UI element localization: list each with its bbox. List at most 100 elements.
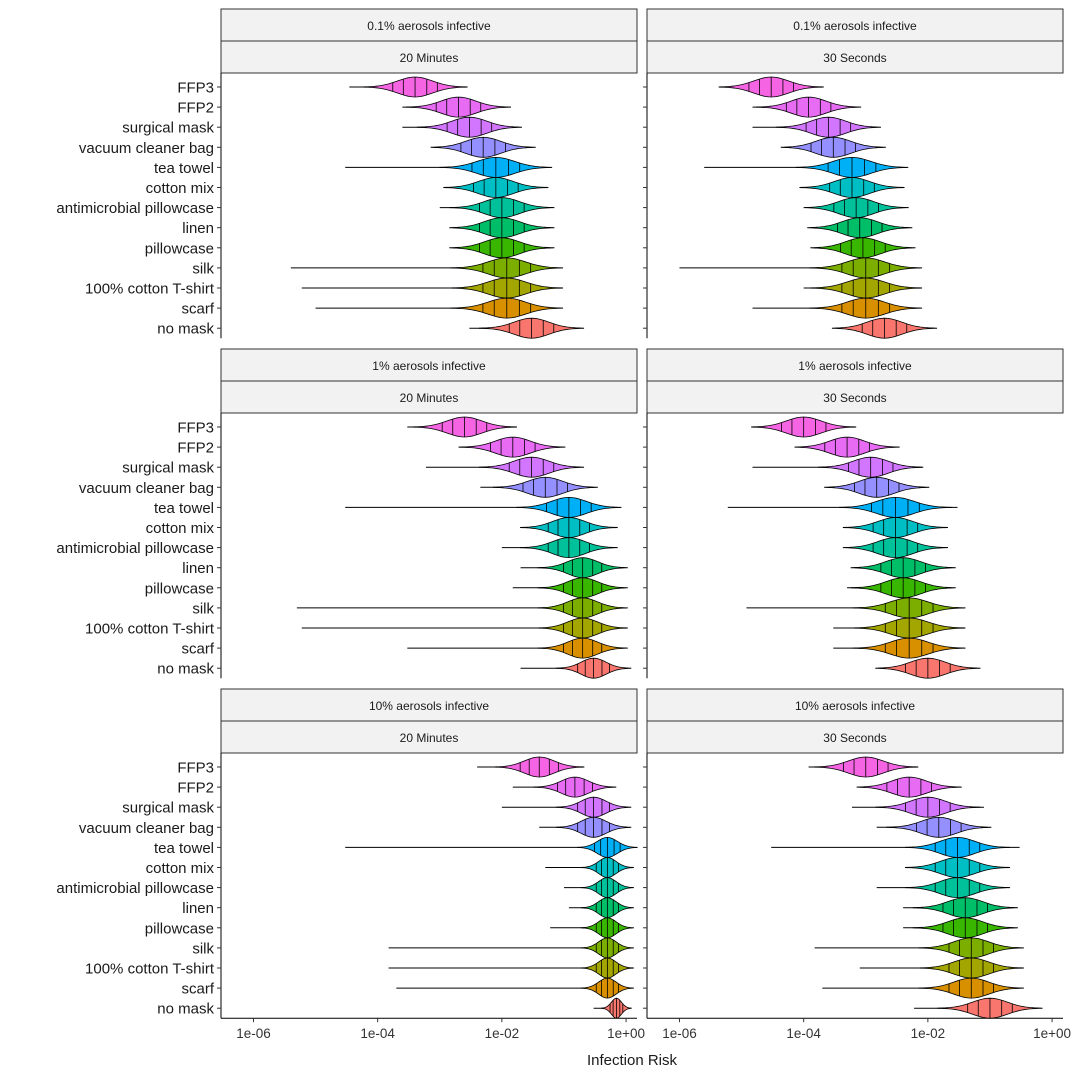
violin-surgical-mask xyxy=(752,456,924,478)
category-label-100-cotton-t-shirt: 100% cotton T-shirt xyxy=(85,281,215,298)
facet-panel: 1% aerosols infective 30 Seconds xyxy=(643,348,1064,679)
category-label-pillowcase: pillowcase xyxy=(145,920,214,937)
violin-cotton-mix xyxy=(545,857,634,878)
strip-duration-label: 30 Seconds xyxy=(823,391,886,405)
strip-duration-label: 20 Minutes xyxy=(400,731,459,745)
strip-aerosol-label: 10% aerosols infective xyxy=(369,699,489,713)
category-label-100-cotton-t-shirt: 100% cotton T-shirt xyxy=(85,621,215,638)
violin-no-mask xyxy=(914,997,1043,1019)
x-tick-label: 1e-06 xyxy=(662,1026,697,1041)
violin-100-cotton-t-shirt xyxy=(833,617,966,639)
category-label-silk: silk xyxy=(192,600,214,617)
violin-no-mask xyxy=(469,317,585,339)
x-tick-label: 1e+00 xyxy=(607,1026,645,1041)
violin-linen xyxy=(520,557,628,579)
category-label-no-mask: no mask xyxy=(157,661,214,678)
violin-linen xyxy=(903,897,1018,919)
violin-linen xyxy=(807,217,913,239)
violin-100-cotton-t-shirt xyxy=(388,957,634,979)
violin-ffp2 xyxy=(752,96,862,118)
category-label-scarf: scarf xyxy=(181,981,214,998)
category-label-ffp2: FFP2 xyxy=(177,440,214,457)
violin-no-mask xyxy=(875,657,981,679)
violin-scarf xyxy=(407,637,628,659)
violin-antimicrobial-pillowcase xyxy=(501,537,618,559)
violin-silk xyxy=(814,937,1024,959)
violin-tea-towel xyxy=(704,156,909,178)
x-tick-label: 1e-02 xyxy=(485,1026,520,1041)
violin-tea-towel xyxy=(345,496,622,518)
violin-antimicrobial-pillowcase xyxy=(803,197,909,219)
violin-pillowcase xyxy=(903,917,1018,939)
violin-linen xyxy=(449,217,555,239)
strip-aerosol xyxy=(646,8,1064,42)
x-axis-title: Infection Risk xyxy=(587,1052,678,1069)
violin-ffp3 xyxy=(718,76,824,98)
x-tick-label: 1e-04 xyxy=(786,1026,821,1041)
x-tick-label: 1e-04 xyxy=(360,1026,395,1041)
violin-100-cotton-t-shirt xyxy=(859,957,1024,979)
violin-ffp2 xyxy=(794,436,900,458)
violin-100-cotton-t-shirt xyxy=(803,277,923,299)
violin-antimicrobial-pillowcase xyxy=(563,877,634,899)
category-label-scarf: scarf xyxy=(181,301,214,318)
violin-no-mask xyxy=(831,317,938,339)
violin-vacuum-cleaner-bag xyxy=(539,816,632,838)
violin-ffp2 xyxy=(458,436,566,458)
category-label-pillowcase: pillowcase xyxy=(145,240,214,257)
violin-cotton-mix xyxy=(443,177,549,198)
violin-vacuum-cleaner-bag xyxy=(824,476,930,498)
violin-silk xyxy=(388,937,634,959)
violin-pillowcase xyxy=(810,237,916,259)
category-label-antimicrobial-pillowcase: antimicrobial pillowcase xyxy=(56,540,214,557)
violin-vacuum-cleaner-bag xyxy=(876,816,992,838)
category-label-pillowcase: pillowcase xyxy=(145,580,214,597)
violin-scarf xyxy=(752,297,923,319)
violin-pillowcase xyxy=(847,577,956,599)
strip-aerosol xyxy=(220,688,638,722)
violin-tea-towel xyxy=(345,156,553,178)
violin-surgical-mask xyxy=(752,116,881,138)
violin-pillowcase xyxy=(550,917,634,939)
category-label-silk: silk xyxy=(192,260,214,277)
facet-panel: 10% aerosols infective 30 Seconds xyxy=(643,688,1064,1019)
violin-ffp3 xyxy=(808,756,919,778)
category-label-tea-towel: tea towel xyxy=(154,840,214,857)
strip-aerosol xyxy=(220,8,638,42)
category-label-ffp3: FFP3 xyxy=(177,420,214,437)
category-label-tea-towel: tea towel xyxy=(154,160,214,177)
category-label-surgical-mask: surgical mask xyxy=(122,120,214,137)
category-label-vacuum-cleaner-bag: vacuum cleaner bag xyxy=(79,140,214,157)
violin-surgical-mask xyxy=(851,796,984,818)
category-label-no-mask: no mask xyxy=(157,1001,214,1018)
violin-cotton-mix xyxy=(842,517,948,538)
violin-antimicrobial-pillowcase xyxy=(842,537,948,559)
violin-pillowcase xyxy=(512,577,628,599)
category-label-cotton-mix: cotton mix xyxy=(146,180,215,197)
violin-surgical-mask xyxy=(402,116,522,138)
violin-scarf xyxy=(315,297,564,319)
violin-pillowcase xyxy=(449,237,555,259)
violin-tea-towel xyxy=(345,836,638,858)
category-label-ffp3: FFP3 xyxy=(177,760,214,777)
category-label-ffp3: FFP3 xyxy=(177,80,214,97)
strip-aerosol-label: 1% aerosols infective xyxy=(798,359,912,373)
facet-panel: 0.1% aerosols infective 20 Minutes xyxy=(217,8,638,339)
strip-duration-label: 20 Minutes xyxy=(400,391,459,405)
category-label-100-cotton-t-shirt: 100% cotton T-shirt xyxy=(85,961,215,978)
category-label-ffp2: FFP2 xyxy=(177,100,214,117)
violin-linen xyxy=(850,557,956,579)
violin-surgical-mask xyxy=(501,796,632,818)
violin-silk xyxy=(679,257,923,279)
category-label-scarf: scarf xyxy=(181,641,214,658)
category-label-no-mask: no mask xyxy=(157,321,214,338)
strip-aerosol-label: 0.1% aerosols infective xyxy=(367,19,491,33)
strip-duration xyxy=(646,380,1064,414)
strip-aerosol-label: 0.1% aerosols infective xyxy=(793,19,917,33)
x-tick-label: 1e+00 xyxy=(1033,1026,1071,1041)
violin-no-mask xyxy=(520,657,632,679)
x-tick-label: 1e-06 xyxy=(236,1026,271,1041)
violin-silk xyxy=(296,597,628,619)
